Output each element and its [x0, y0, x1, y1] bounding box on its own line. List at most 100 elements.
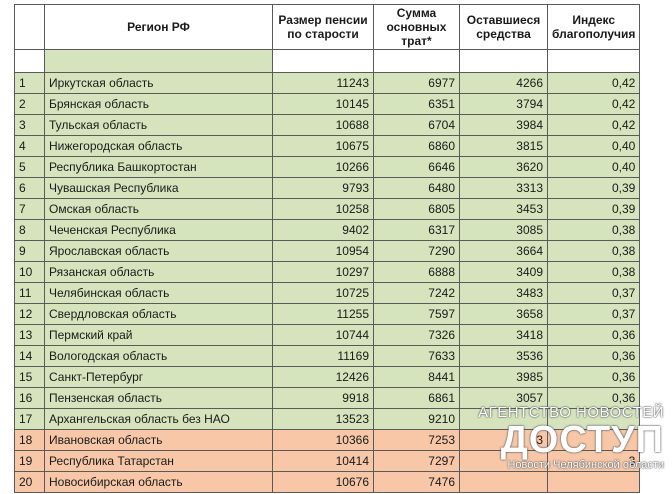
region-name: Чувашская Республика — [44, 177, 273, 199]
region-name: Тульская область — [44, 114, 273, 136]
expenses-value: 6646 — [373, 156, 460, 178]
remaining-value: 3985 — [459, 366, 548, 388]
row-number: 17 — [14, 408, 45, 430]
expenses-value: 8441 — [373, 366, 460, 388]
table-row: 4 Нижегородская область 10675 6860 3815 0,40 — [14, 135, 641, 157]
header-remaining: Оставшиеся средства — [459, 4, 548, 50]
remaining-value: 3418 — [459, 324, 548, 346]
expenses-value: 6888 — [373, 261, 460, 283]
wellbeing-index: 0,40 — [546, 135, 641, 157]
region-name: Брянская область — [44, 93, 273, 115]
expenses-value: 6317 — [373, 219, 460, 241]
wellbeing-index: 0,37 — [546, 282, 641, 304]
row-number: 11 — [14, 282, 45, 304]
header-pension: Размер пенсии по старости — [272, 4, 374, 50]
table-row: 3 Тульская область 10688 6704 3984 0,42 — [14, 114, 641, 136]
remaining-value: 3658 — [459, 303, 548, 325]
row-number: 19 — [14, 450, 45, 472]
remaining-value: 3453 — [459, 198, 548, 220]
wellbeing-index: 0,42 — [546, 72, 641, 94]
table-row: 16 Пензенская область 9918 6861 3057 0,36 — [14, 387, 641, 409]
remaining-value: 3483 — [459, 282, 548, 304]
header-row: Регион РФ Размер пенсии по старости Сумм… — [14, 4, 641, 50]
header-index: Индекс благополучия — [546, 4, 641, 50]
region-name: Республика Башкортостан — [44, 156, 273, 178]
pension-value: 9918 — [272, 387, 374, 409]
region-name: Омская область — [44, 198, 273, 220]
region-name: Иркутская область — [44, 72, 273, 94]
header-num — [14, 4, 45, 50]
row-number: 2 — [14, 93, 45, 115]
row-number: 4 — [14, 135, 45, 157]
remaining-value — [459, 408, 548, 430]
region-name: Пензенская область — [44, 387, 273, 409]
row-number: 15 — [14, 366, 45, 388]
wellbeing-index — [546, 429, 641, 451]
row-number: 10 — [14, 261, 45, 283]
expenses-value: 7242 — [373, 282, 460, 304]
wellbeing-index: 0,40 — [546, 156, 641, 178]
expenses-value: 7597 — [373, 303, 460, 325]
region-name: Ивановская область — [44, 429, 273, 451]
wellbeing-index: 0,39 — [546, 177, 641, 199]
header-region: Регион РФ — [44, 4, 273, 50]
row-number: 9 — [14, 240, 45, 262]
pension-value: 10145 — [272, 93, 374, 115]
region-name: Архангельская область без НАО — [44, 408, 273, 430]
table-row: 6 Чувашская Республика 9793 6480 3313 0,39 — [14, 177, 641, 199]
table-row: 11 Челябинская область 10725 7242 3483 0,37 — [14, 282, 641, 304]
pension-value: 10414 — [272, 450, 374, 472]
table-row: 13 Пермский край 10744 7326 3418 0,36 — [14, 324, 641, 346]
table-row: 18 Ивановская область 10366 7253 3 — [14, 429, 641, 451]
row-number: 1 — [14, 72, 45, 94]
row-number: 6 — [14, 177, 45, 199]
region-name: Свердловская область — [44, 303, 273, 325]
wellbeing-index: 0,42 — [546, 93, 641, 115]
region-name: Нижегородская область — [44, 135, 273, 157]
remaining-value: 3057 — [459, 387, 548, 409]
pension-value: 10688 — [272, 114, 374, 136]
regions-table: Регион РФ Размер пенсии по старости Сумм… — [14, 4, 641, 493]
table-row: 20 Новосибирская область 10676 7476 — [14, 471, 641, 493]
expenses-value: 9210 — [373, 408, 460, 430]
region-name: Рязанская область — [44, 261, 273, 283]
remaining-value: 3313 — [459, 177, 548, 199]
wellbeing-index: 0,36 — [546, 387, 641, 409]
pension-value: 11255 — [272, 303, 374, 325]
remaining-value: 3794 — [459, 93, 548, 115]
row-number: 14 — [14, 345, 45, 367]
pension-value: 9402 — [272, 219, 374, 241]
remaining-value: 3815 — [459, 135, 548, 157]
pension-value: 10954 — [272, 240, 374, 262]
expenses-value: 6704 — [373, 114, 460, 136]
wellbeing-index: 0,37 — [546, 303, 641, 325]
row-number: 18 — [14, 429, 45, 451]
table-row: 17 Архангельская область без НАО 13523 9210 — [14, 408, 641, 430]
wellbeing-index: 3 — [546, 450, 641, 472]
pension-value: 11169 — [272, 345, 374, 367]
pension-value: 9793 — [272, 177, 374, 199]
header-expenses: Сумма основных трат* — [373, 4, 460, 50]
table-row: 19 Республика Татарстан 10414 7297 3 — [14, 450, 641, 472]
pension-value: 10676 — [272, 471, 374, 493]
table-row: 9 Ярославская область 10954 7290 3664 0,38 — [14, 240, 641, 262]
region-name: Чеченская Республика — [44, 219, 273, 241]
region-name: Республика Татарстан — [44, 450, 273, 472]
wellbeing-index: 0,38 — [546, 240, 641, 262]
pension-value: 10297 — [272, 261, 374, 283]
region-name: Ярославская область — [44, 240, 273, 262]
expenses-value: 7290 — [373, 240, 460, 262]
expenses-value: 7297 — [373, 450, 460, 472]
remaining-value: 3536 — [459, 345, 548, 367]
region-name: Санкт-Петербург — [44, 366, 273, 388]
table-row: 8 Чеченская Республика 9402 6317 3085 0,38 — [14, 219, 641, 241]
pension-value: 10725 — [272, 282, 374, 304]
remaining-value: 3984 — [459, 114, 548, 136]
remaining-value: 3085 — [459, 219, 548, 241]
wellbeing-index: 0,36 — [546, 345, 641, 367]
empty-row — [14, 49, 641, 73]
table-row: 1 Иркутская область 11243 6977 4266 0,42 — [14, 72, 641, 94]
row-number: 20 — [14, 471, 45, 493]
row-number: 16 — [14, 387, 45, 409]
expenses-value: 6351 — [373, 93, 460, 115]
